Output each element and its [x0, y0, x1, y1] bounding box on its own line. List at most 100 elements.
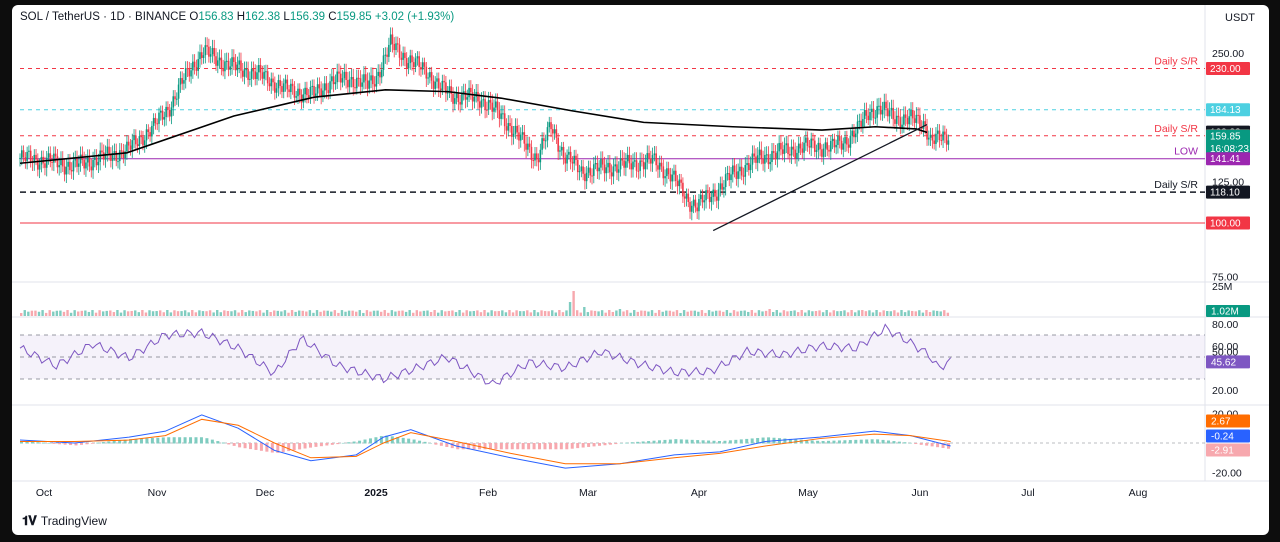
macd-histogram-bar [887, 440, 891, 444]
level-price-tag [1206, 103, 1250, 117]
currency-label[interactable]: USDT [1225, 12, 1255, 24]
candle-body [687, 193, 690, 202]
candle-body [350, 76, 353, 80]
macd-histogram-bar [919, 443, 923, 445]
level-price-value: 184.13 [1210, 105, 1241, 116]
candle-body [616, 164, 618, 173]
volume-bar [565, 310, 568, 316]
candle-body [703, 200, 706, 203]
candle-body [641, 160, 643, 162]
open-key: O [189, 11, 199, 23]
candle-body [343, 71, 346, 79]
volume-bar [166, 310, 169, 316]
candle-body [860, 120, 862, 127]
macd-last-value: -2.91 [1211, 446, 1234, 457]
volume-bar [672, 311, 675, 316]
candle-body [879, 105, 882, 115]
candle-body [502, 113, 504, 115]
volume-bar [69, 312, 73, 316]
candle-body [769, 161, 772, 165]
macd-histogram-bar [761, 437, 765, 444]
candle-body [929, 134, 932, 138]
candle-body [803, 142, 805, 153]
candle-body [723, 187, 725, 190]
level-price-value: 159.85 [1210, 131, 1241, 142]
macd-histogram-bar [303, 443, 307, 449]
macd-histogram-bar [472, 443, 476, 450]
candle-body [54, 153, 57, 157]
candle-body [607, 162, 609, 168]
volume-bar [176, 311, 180, 316]
candle-body [897, 115, 900, 118]
candle-body [669, 174, 672, 182]
volume-bar [183, 310, 187, 316]
volume-bar [657, 310, 661, 316]
candle-body [732, 165, 734, 175]
candle-body [363, 74, 365, 83]
volume-bar [476, 310, 479, 316]
candle-body [505, 126, 508, 131]
candle-body [535, 153, 538, 160]
candle-body [318, 84, 321, 89]
candle-body [284, 79, 287, 84]
candle-body [389, 34, 392, 45]
candle-body [450, 86, 453, 94]
macd-histogram-bar [647, 441, 651, 444]
candle-body [288, 89, 290, 93]
candle-body [126, 141, 128, 152]
volume-bar [718, 310, 721, 316]
volume-bar [126, 311, 130, 316]
candle-body [908, 116, 911, 125]
candle-body [553, 129, 556, 134]
macd-histogram-bar [85, 443, 89, 445]
symbol-label[interactable]: SOL / TetherUS · 1D · BINANCE [20, 11, 187, 23]
macd-histogram-bar [112, 440, 116, 444]
volume-bar [351, 310, 354, 316]
volume-bar [586, 312, 590, 316]
volume-bar [315, 310, 319, 316]
candle-body [707, 190, 709, 194]
candle-body [519, 134, 522, 141]
macd-histogram-bar [385, 435, 389, 444]
candle-body [377, 71, 379, 76]
candle-body [746, 163, 748, 166]
volume-bar [608, 310, 611, 316]
volume-bar [372, 310, 376, 316]
candle-body [762, 158, 764, 164]
volume-bar [739, 310, 743, 316]
candle-body [325, 83, 328, 91]
chart-svg[interactable]: Oct Nov Dec 2025 Feb Mar Apr May Jun Jul Aug 250.00… [12, 5, 1269, 535]
candle-body [525, 143, 527, 150]
volume-bar [66, 310, 69, 316]
macd-histogram-bar [227, 443, 231, 445]
volume-bar [611, 311, 615, 316]
candle-body [355, 77, 358, 89]
candle-body [717, 189, 720, 201]
candle-body [817, 142, 820, 151]
volume-bar [355, 311, 358, 316]
candle-body [785, 143, 788, 146]
candle-body [530, 146, 533, 161]
volume-bar [404, 311, 408, 316]
candle-body [297, 88, 299, 97]
candle-body [575, 155, 577, 160]
candle-body [85, 162, 87, 169]
candle-body [894, 119, 896, 124]
candle-body [876, 106, 878, 118]
macd-histogram-bar [827, 440, 831, 444]
macd-histogram-bar [881, 439, 885, 444]
volume-bar [682, 310, 686, 316]
volume-bar [590, 310, 593, 316]
candle-body [642, 161, 645, 170]
candle-body [721, 183, 723, 190]
candle-body [621, 158, 624, 161]
volume-bar [504, 312, 508, 316]
volume-bar [501, 310, 504, 316]
volume-y-tick: 25M [1212, 281, 1232, 293]
volume-bar [675, 310, 679, 316]
candle-body [546, 127, 549, 141]
tradingview-logo[interactable]: 𝟏𝐕 TradingView [22, 513, 107, 529]
volume-bar [789, 310, 793, 316]
x-tick-label: Jul [1021, 487, 1034, 499]
candle-body [163, 117, 166, 120]
